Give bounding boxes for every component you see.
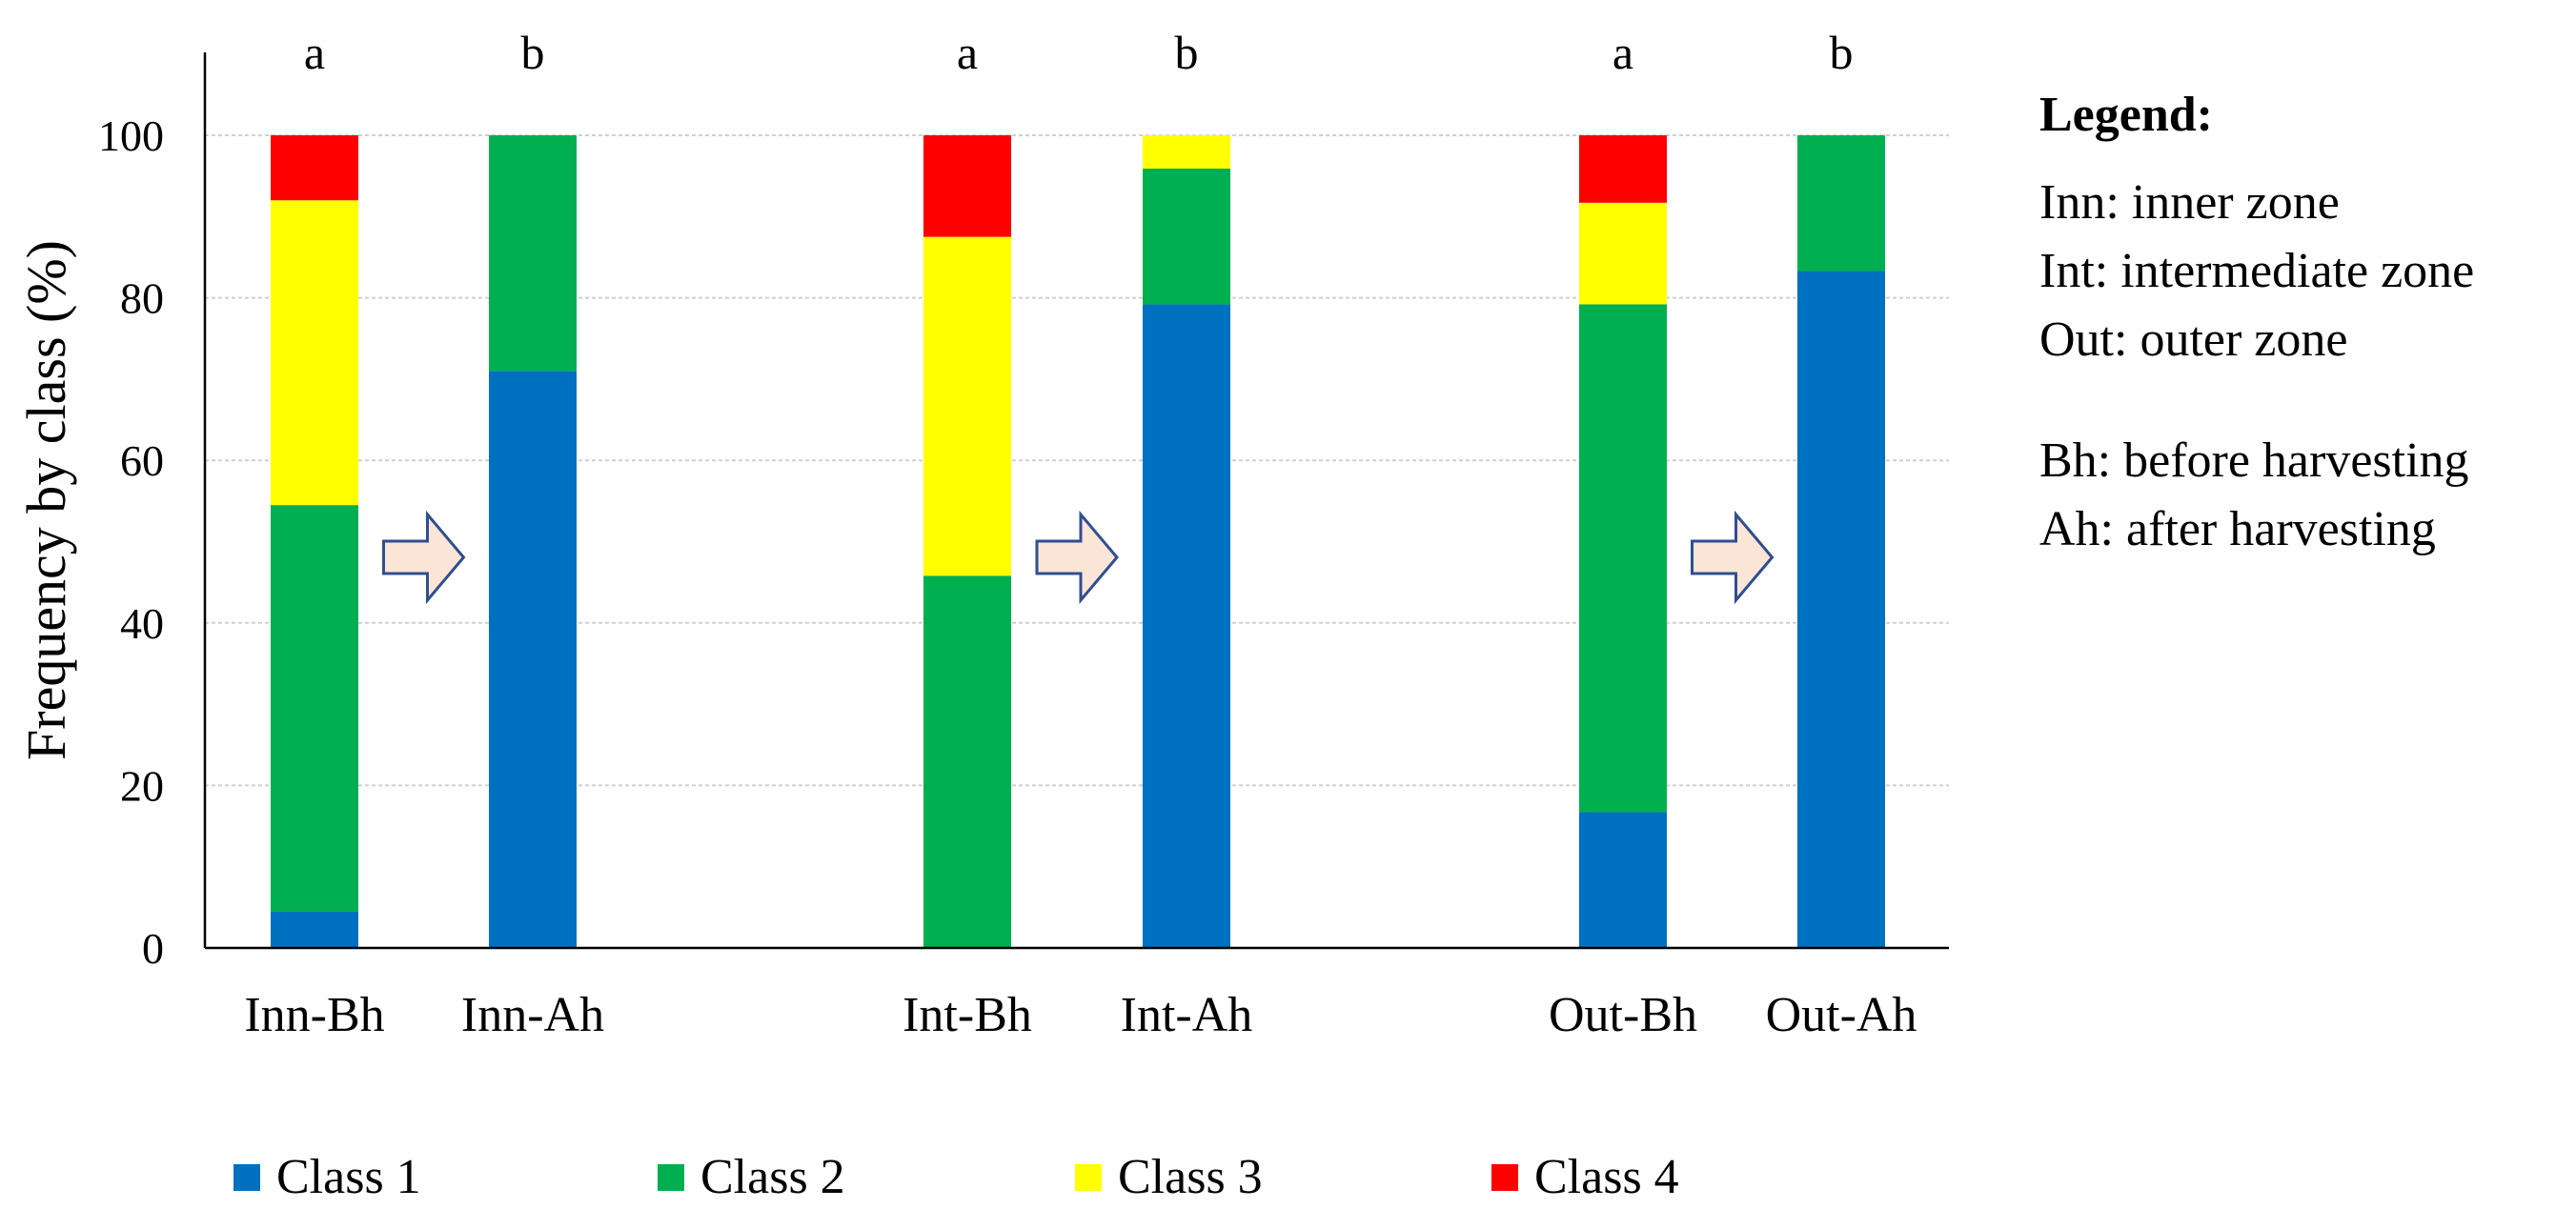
- legend-spacer: [2039, 374, 2474, 427]
- bar-out-bh-class-2: [1579, 304, 1667, 813]
- y-tick-label: 20: [120, 761, 164, 810]
- significance-letter: b: [1175, 26, 1199, 79]
- legend-zone-outer: Out: outer zone: [2039, 312, 2348, 367]
- legend-label: Class 2: [700, 1150, 845, 1204]
- bar-inn-ah-class-1: [489, 371, 577, 948]
- significance-letter: a: [1613, 26, 1633, 79]
- x-tick-label: Out-Ah: [1766, 988, 1917, 1042]
- legend-swatch: [1491, 1164, 1518, 1191]
- legend-swatch: [658, 1164, 684, 1191]
- legend-zone-intermediate: Int: intermediate zone: [2039, 244, 2475, 298]
- legend-period-after: Ah: after harvesting: [2039, 502, 2436, 556]
- x-tick-label: Int-Ah: [1121, 988, 1253, 1042]
- bar-int-bh-class-3: [923, 236, 1011, 576]
- y-tick-labels: 0 20 40 60 80 100: [98, 111, 164, 973]
- bar-inn-bh-class-4: [271, 135, 358, 201]
- y-axis-label: Frequency by class (%): [15, 240, 77, 760]
- x-tick-labels: Inn-Bh Inn-Ah Int-Bh Int-Ah Out-Bh Out-Ah: [244, 988, 1917, 1042]
- bar-out-bh-class-3: [1579, 202, 1667, 305]
- bar-int-bh-class-4: [923, 135, 1011, 237]
- transition-arrow-icon: [1691, 510, 1775, 605]
- side-legend-title: Legend:: [2039, 88, 2213, 142]
- legend-period-before: Bh: before harvesting: [2039, 433, 2469, 488]
- gridlines: [205, 134, 1949, 787]
- y-tick-label: 40: [120, 599, 164, 648]
- bar-int-ah-class-2: [1143, 168, 1230, 305]
- legend-entry-class-2: Class 2: [658, 1150, 845, 1204]
- legend-entry-class-1: Class 1: [233, 1150, 421, 1204]
- transition-arrow-icon: [382, 510, 466, 605]
- bar-int-bh-class-2: [923, 575, 1011, 948]
- legend-swatch: [233, 1164, 260, 1191]
- bar-int-ah-class-1: [1143, 304, 1230, 948]
- legend-entry-class-4: Class 4: [1491, 1150, 1679, 1204]
- legend-label: Class 1: [276, 1150, 421, 1204]
- bar-out-bh-class-4: [1579, 135, 1667, 203]
- x-tick-label: Out-Bh: [1549, 988, 1697, 1042]
- y-tick-label: 0: [142, 924, 164, 973]
- legend-label: Class 4: [1534, 1150, 1679, 1204]
- series-legend: Class 1 Class 2 Class 3 Class 4: [233, 1150, 1679, 1204]
- transition-arrows: [382, 510, 1775, 605]
- bar-int-ah-class-3: [1143, 135, 1230, 169]
- axes: [203, 52, 1949, 950]
- legend-zone-inner: Inn: inner zone: [2039, 175, 2340, 230]
- y-tick-label: 60: [120, 436, 164, 485]
- bar-out-bh-class-1: [1579, 812, 1667, 948]
- significance-letter: b: [1830, 26, 1854, 79]
- significance-letter: a: [957, 26, 978, 79]
- bar-inn-ah-class-2: [489, 135, 577, 372]
- bars: [271, 135, 1885, 948]
- bar-inn-bh-class-1: [271, 911, 358, 948]
- x-tick-label: Int-Bh: [903, 988, 1032, 1042]
- bar-inn-bh-class-2: [271, 505, 358, 912]
- bar-out-ah-class-1: [1797, 271, 1885, 948]
- legend-label: Class 3: [1118, 1150, 1263, 1204]
- legend-entry-class-3: Class 3: [1075, 1150, 1263, 1204]
- y-tick-label: 100: [98, 111, 164, 160]
- legend-swatch: [1075, 1164, 1102, 1191]
- bar-inn-bh-class-3: [271, 200, 358, 506]
- x-tick-label: Inn-Bh: [244, 988, 384, 1042]
- y-tick-label: 80: [120, 274, 164, 323]
- bar-out-ah-class-2: [1797, 135, 1885, 272]
- x-tick-label: Inn-Ah: [461, 988, 604, 1042]
- significance-letter: b: [521, 26, 545, 79]
- side-legend: Legend: Inn: inner zone Int: intermediat…: [2039, 91, 2474, 564]
- significance-letter: a: [304, 26, 325, 79]
- transition-arrow-icon: [1035, 510, 1119, 605]
